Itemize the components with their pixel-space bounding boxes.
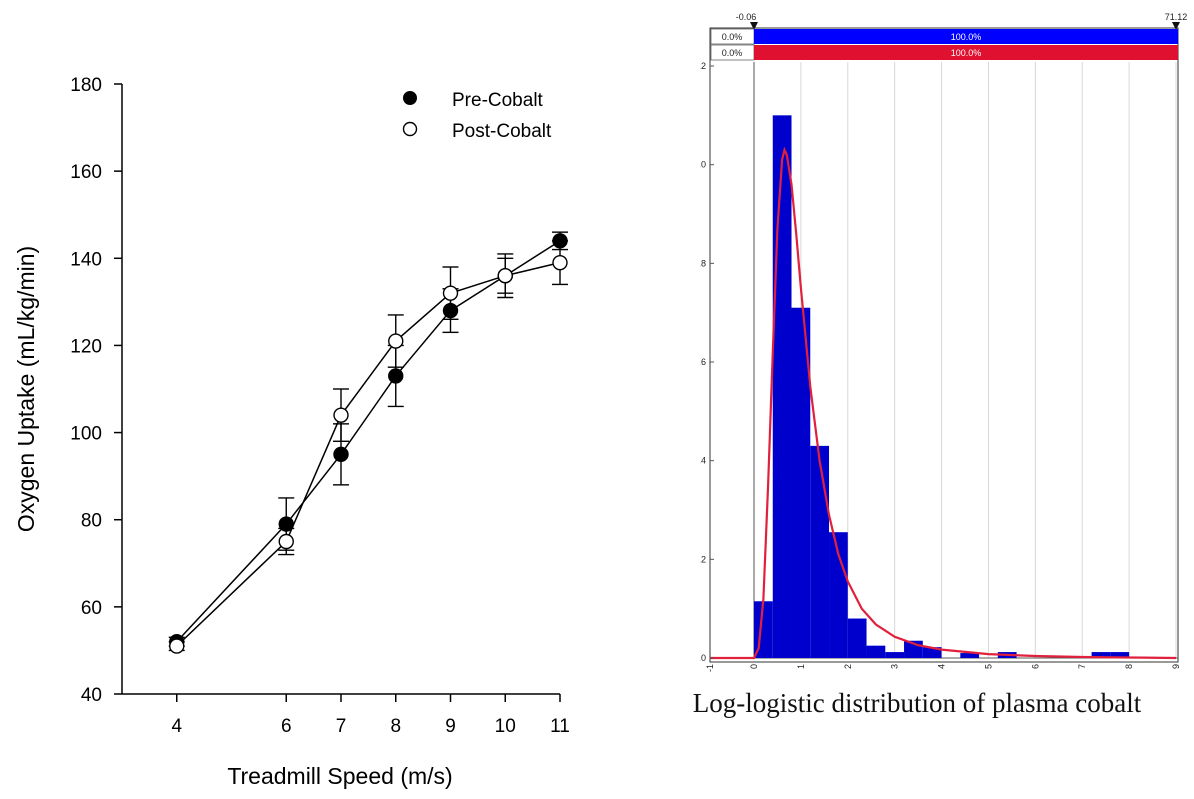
cobalt-histogram-chart: 0.0 0.2 0.4 0.6 0.8 1.0 1.2 -1 0 1 2 3 4 5 6 7 8 9 -0.06… (700, 12, 1188, 672)
x-ticks: -1 0 1 2 3 4 5 6 7 8 9 (705, 664, 1181, 672)
oxygen-uptake-chart: 40 60 80 100 120 140 160 180 4 6 7 8 9 10 11 Oxygen U… (13, 75, 570, 789)
histogram-bin (847, 618, 867, 658)
point-post-cobalt (333, 407, 349, 423)
y-ticks: 40 60 80 100 120 140 160 180 (70, 75, 122, 706)
x-tick-label: 8 (1124, 664, 1134, 669)
histogram-bin (960, 653, 980, 658)
point-post-cobalt (442, 285, 459, 301)
point-post-cobalt (497, 268, 513, 284)
x-tick-label: 1 (796, 664, 806, 669)
x-tick-label: 5 (983, 664, 993, 669)
red-bar-center-pct: 100.0% (951, 48, 982, 58)
x-tick-label: 6 (281, 716, 292, 737)
range-right-value: 71.12 (1165, 12, 1188, 22)
point-post-cobalt (278, 533, 294, 550)
legend: Pre-Cobalt Post-Cobalt (402, 90, 552, 142)
legend-marker-post-cobalt (402, 121, 418, 137)
y-tick-label: 0.2 (700, 554, 706, 564)
legend-label-post-cobalt: Post-Cobalt (452, 121, 552, 142)
histogram-bin (1110, 652, 1130, 658)
x-tick-label: 6 (1030, 664, 1040, 669)
range-bars: -0.06 71.12 0.0% 100.0% 0.0% 100.0% (710, 12, 1188, 61)
point-post-cobalt (552, 254, 568, 271)
histogram-bin (791, 307, 811, 658)
x-tick-label: 3 (890, 664, 900, 669)
histogram-bin (1091, 652, 1111, 658)
legend-marker-pre-cobalt (403, 91, 417, 105)
red-bar-left-pct: 0.0% (722, 48, 743, 58)
y-tick-label: 40 (81, 685, 102, 706)
series-layer (168, 231, 568, 654)
x-tick-label: 10 (495, 716, 516, 737)
series-line-pre-cobalt (176, 240, 561, 643)
y-tick-label: 160 (70, 162, 102, 183)
y-tick-label: 0.8 (700, 258, 706, 268)
x-tick-label: 2 (843, 664, 853, 669)
legend-label-pre-cobalt: Pre-Cobalt (452, 90, 544, 111)
histogram-bin (810, 445, 830, 658)
blue-bar-center-pct: 100.0% (951, 32, 982, 42)
point-pre-cobalt (552, 233, 568, 249)
x-tick-label: 0 (749, 664, 759, 669)
point-post-cobalt (388, 333, 404, 349)
x-tick-label: 8 (390, 716, 401, 737)
x-tick-label: 9 (445, 716, 456, 737)
red-bar (754, 45, 1178, 60)
x-tick-label: 7 (1077, 664, 1087, 669)
y-tick-label: 1.0 (700, 160, 706, 170)
y-tick-label: 100 (70, 424, 102, 445)
histogram-bin (829, 532, 848, 658)
histogram-bin (772, 115, 792, 659)
series-line-post-cobalt (176, 261, 561, 647)
x-tick-label: 9 (1171, 664, 1181, 669)
y-tick-label: 60 (81, 598, 102, 619)
x-axis-label: Treadmill Speed (m/s) (227, 763, 452, 789)
range-right-handle[interactable] (1172, 22, 1180, 30)
histogram-bin (885, 652, 905, 658)
y-axis-label: Oxygen Uptake (mL/kg/min) (13, 246, 39, 532)
y-tick-label: 1.2 (700, 61, 706, 71)
point-pre-cobalt (442, 302, 459, 319)
x-tick-label: 11 (550, 716, 570, 737)
blue-bar-left-pct: 0.0% (722, 32, 743, 42)
y-tick-label: 80 (81, 511, 102, 532)
point-pre-cobalt (333, 446, 349, 463)
x-tick-label: 4 (937, 664, 947, 669)
point-pre-cobalt (278, 516, 294, 532)
x-tick-label: -1 (705, 664, 715, 672)
point-post-cobalt (169, 638, 185, 654)
fit-curve (710, 146, 1177, 660)
y-ticks: 0.0 0.2 0.4 0.6 0.8 1.0 1.2 (700, 61, 714, 663)
y-tick-label: 0.0 (700, 653, 706, 663)
histogram-bin (866, 645, 886, 658)
histogram-bin (922, 647, 942, 658)
y-tick-label: 180 (70, 75, 102, 96)
x-ticks: 4 6 7 8 9 10 11 (171, 694, 570, 737)
y-tick-label: 140 (70, 249, 102, 270)
x-tick-label: 7 (336, 716, 347, 737)
point-pre-cobalt (388, 368, 404, 384)
range-left-value: -0.06 (736, 12, 757, 22)
y-tick-label: 120 (70, 336, 102, 357)
y-tick-label: 0.4 (700, 456, 706, 466)
blue-bar (754, 29, 1178, 44)
range-left-handle[interactable] (750, 22, 758, 30)
y-tick-label: 0.6 (700, 357, 706, 367)
chart-caption: Log-logistic distribution of plasma coba… (692, 688, 1142, 718)
x-tick-label: 4 (171, 716, 182, 737)
